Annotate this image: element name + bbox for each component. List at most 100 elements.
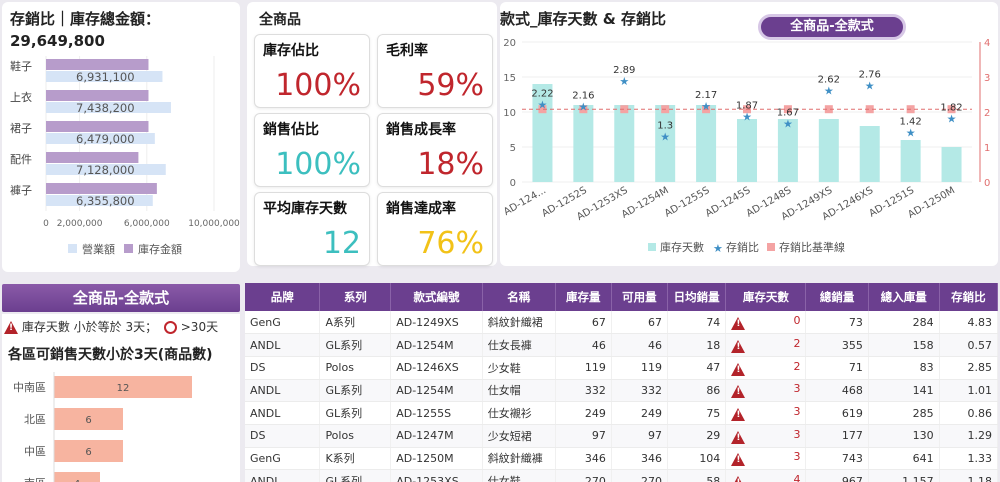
table-cell: 270 [611, 469, 669, 482]
y-right-tick: 0 [984, 178, 990, 189]
warning-icon [731, 408, 746, 422]
table-cell: 97 [555, 424, 612, 448]
column-header[interactable]: 庫存天數 [725, 283, 807, 311]
region-bar [54, 376, 192, 398]
category-label: 褲子 [10, 183, 32, 197]
table-cell: 1,157 [868, 469, 940, 482]
table-cell: GL系列 [319, 469, 392, 482]
kpi-sales-share[interactable]: 銷售佔比 100% [254, 113, 370, 187]
region-bar [54, 472, 100, 482]
data-label: 6,355,800 [76, 194, 135, 208]
style-chart-title: 款式_庫存天數 & 存銷比 [500, 10, 667, 28]
table-cell: 斜紋針織褲 [482, 447, 556, 471]
kpi-label: 庫存佔比 [263, 43, 319, 59]
legend-label: 存銷比基準線 [779, 240, 845, 254]
x-tick-label: 2,000,000 [57, 219, 103, 229]
table-cell: 4 [725, 469, 807, 482]
ratio-star: ★ [783, 118, 793, 131]
column-header[interactable]: 總銷量 [805, 283, 869, 311]
x-tick-label: AD-1255S [663, 185, 712, 220]
column-header[interactable]: 日均銷量 [667, 283, 727, 311]
stock-bar [46, 152, 139, 163]
kpi-sales-achievement[interactable]: 銷售達成率 76% [377, 192, 493, 266]
ratio-label: 2.17 [695, 90, 717, 101]
kpi-gross-margin[interactable]: 毛利率 59% [377, 34, 493, 108]
ratio-label: 2.76 [859, 69, 881, 80]
column-header[interactable]: 可用量 [611, 283, 669, 311]
column-header[interactable]: 品牌 [245, 283, 321, 311]
category-label: 中區 [24, 445, 46, 458]
kpi-header: 全商品 [259, 12, 301, 28]
table-cell: 1.33 [939, 447, 998, 471]
y-right-tick: 4 [984, 38, 990, 49]
table-cell: 46 [611, 333, 669, 357]
column-header[interactable]: 庫存量 [555, 283, 612, 311]
timer-icon [163, 321, 177, 334]
column-header[interactable]: 系列 [319, 283, 392, 311]
table-row[interactable]: ANDLGL系列AD-1253XS仕女鞋2702705849671,1571.1… [245, 469, 998, 482]
category-label: 中南區 [13, 381, 46, 394]
baseline-marker [783, 105, 792, 114]
table-cell: AD-1255S [390, 401, 483, 425]
table-cell: 0 [725, 311, 807, 335]
table-cell: 仕女襯衫 [482, 401, 556, 425]
stock-bar [46, 59, 149, 70]
sales-bar [46, 164, 166, 175]
baseline-marker [538, 105, 547, 114]
filter-banner[interactable]: 全商品-全款式 [2, 284, 240, 312]
table-cell: K系列 [319, 447, 392, 471]
column-header[interactable]: 存銷比 [939, 283, 998, 311]
kpi-label: 平均庫存天數 [263, 201, 347, 217]
column-header[interactable]: 名稱 [482, 283, 556, 311]
kpi-avg-stock-days[interactable]: 平均庫存天數 12 [254, 192, 370, 266]
table-cell: 47 [667, 356, 727, 380]
category-label: 南區 [24, 477, 46, 482]
table-cell: GL系列 [319, 401, 392, 425]
column-header[interactable]: 總入庫量 [868, 283, 940, 311]
kpi-panel: 全商品 庫存佔比 100% 毛利率 59% 銷售佔比 100% 銷售成長率 18… [247, 2, 497, 266]
stock-days-bar [941, 147, 962, 182]
table-cell: 355 [805, 333, 869, 357]
table-cell: 0.86 [939, 401, 998, 425]
kpi-stock-share[interactable]: 庫存佔比 100% [254, 34, 370, 108]
ratio-star: ★ [742, 111, 752, 124]
stock-days-bar [655, 105, 676, 182]
table-cell: 仕女鞋 [482, 469, 556, 482]
data-label: 7,438,200 [76, 101, 135, 115]
kpi-sales-growth[interactable]: 銷售成長率 18% [377, 113, 493, 187]
table-cell: 仕女帽 [482, 379, 556, 403]
table-cell: 71 [805, 356, 869, 380]
legend-label: 營業額 [82, 243, 115, 256]
data-label: 6 [85, 447, 91, 458]
sales-bar [46, 71, 163, 82]
table-cell: DS [245, 424, 321, 448]
table-cell: 1.18 [939, 469, 998, 482]
table-cell: 249 [555, 401, 612, 425]
ratio-label: 1.87 [736, 101, 758, 112]
table-cell: ANDL [245, 401, 321, 425]
legend-label: 存銷比 [726, 240, 759, 254]
table-cell: 3 [725, 401, 807, 425]
table-cell: 少女短裙 [482, 424, 556, 448]
table-cell: 18 [667, 333, 727, 357]
table-cell: 97 [611, 424, 669, 448]
table-cell: 0.57 [939, 333, 998, 357]
stock-days-bar [532, 84, 553, 182]
table-cell: 3 [725, 379, 807, 403]
filter-button[interactable]: 全商品-全款式 [758, 14, 906, 40]
kpi-value: 18% [417, 147, 484, 182]
kpi-label: 銷售佔比 [263, 122, 319, 138]
ratio-label: 2.16 [572, 90, 594, 101]
stock-bar [46, 183, 157, 194]
ratio-label: 1.42 [900, 116, 922, 127]
y-right-tick: 1 [984, 143, 990, 154]
ratio-star: ★ [701, 100, 711, 113]
column-header[interactable]: 款式編號 [390, 283, 483, 311]
